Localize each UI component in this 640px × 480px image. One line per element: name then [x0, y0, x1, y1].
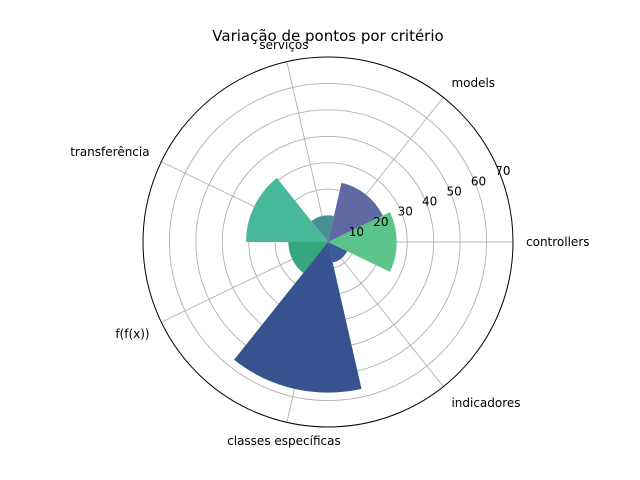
bar-2	[311, 215, 334, 242]
r-tick-label: 40	[422, 195, 437, 209]
grid-spoke	[286, 61, 329, 243]
r-tick-label: 70	[495, 164, 510, 178]
chart-title: Variação de pontos por critério	[212, 27, 443, 45]
category-label: f(f(x))	[115, 327, 149, 341]
r-tick-label: 50	[446, 184, 461, 198]
category-label: serviços	[259, 38, 308, 52]
bars-layer	[234, 177, 397, 393]
category-label: models	[451, 76, 495, 90]
bar-5	[234, 242, 362, 393]
category-label: indicadores	[451, 396, 520, 410]
grid-spoke	[327, 241, 444, 387]
category-label: transferência	[70, 145, 149, 159]
bar-4	[288, 242, 328, 273]
category-label: classes específicas	[227, 434, 341, 448]
outer-ring	[142, 56, 514, 428]
category-label: controllers	[526, 235, 590, 249]
bar-0	[328, 212, 397, 272]
r-tick-label: 10	[349, 225, 364, 239]
category-labels: controllers models serviços transferência f(…	[70, 38, 589, 448]
bar-1	[328, 182, 383, 242]
bar-6	[328, 242, 348, 263]
r-tick-label: 20	[373, 215, 388, 229]
radial-tick-labels: 10 20 30 40 50 60 70	[349, 164, 511, 239]
r-tick-label: 60	[471, 174, 486, 188]
bar-3	[246, 177, 328, 242]
r-tick-label: 30	[398, 205, 413, 219]
